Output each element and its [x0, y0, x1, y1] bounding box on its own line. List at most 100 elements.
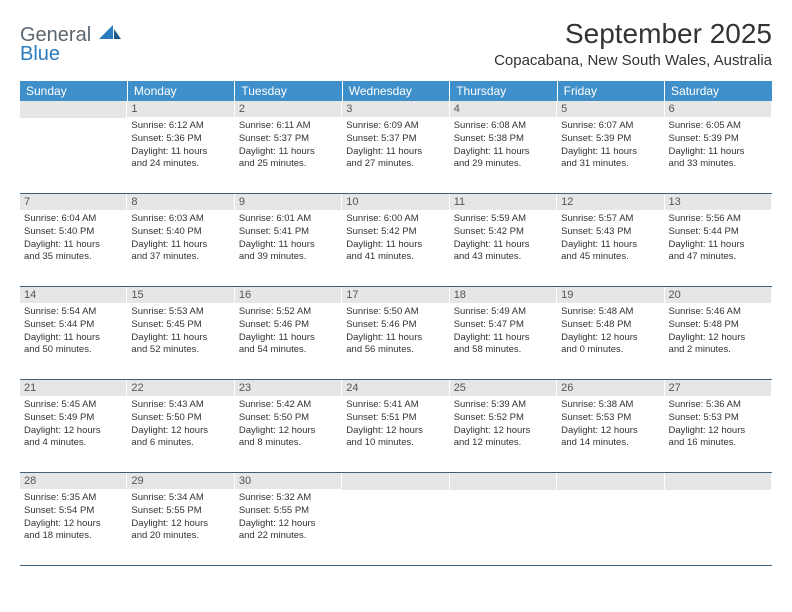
- sunset-line: Sunset: 5:53 PM: [561, 412, 660, 425]
- day-number: 14: [20, 287, 127, 303]
- day-details: Sunrise: 6:12 AMSunset: 5:36 PMDaylight:…: [127, 117, 234, 173]
- sunrise-line: Sunrise: 6:08 AM: [454, 120, 553, 133]
- sunrise-line: Sunrise: 5:45 AM: [24, 399, 123, 412]
- calendar-body: 1Sunrise: 6:12 AMSunset: 5:36 PMDaylight…: [20, 101, 772, 566]
- daylight-line: Daylight: 11 hours: [454, 146, 553, 159]
- daylight-line: and 56 minutes.: [346, 344, 445, 357]
- day-number: 16: [235, 287, 342, 303]
- daylight-line: Daylight: 11 hours: [131, 332, 230, 345]
- sunrise-line: Sunrise: 6:09 AM: [346, 120, 445, 133]
- sunset-line: Sunset: 5:48 PM: [561, 319, 660, 332]
- day-details: Sunrise: 6:03 AMSunset: 5:40 PMDaylight:…: [127, 210, 234, 266]
- location: Copacabana, New South Wales, Australia: [494, 52, 772, 69]
- day-number: 8: [127, 194, 234, 210]
- sunrise-line: Sunrise: 6:11 AM: [239, 120, 338, 133]
- sunrise-line: Sunrise: 5:34 AM: [131, 492, 230, 505]
- empty-day-number: [342, 473, 449, 490]
- sunrise-line: Sunrise: 5:32 AM: [239, 492, 338, 505]
- day-number: 2: [235, 101, 342, 117]
- weekday-header-row: Sunday Monday Tuesday Wednesday Thursday…: [20, 81, 772, 101]
- day-number: 12: [557, 194, 664, 210]
- calendar-row: 21Sunrise: 5:45 AMSunset: 5:49 PMDayligh…: [20, 380, 772, 473]
- sunrise-line: Sunrise: 5:53 AM: [131, 306, 230, 319]
- daylight-line: Daylight: 11 hours: [24, 332, 123, 345]
- sunrise-line: Sunrise: 5:43 AM: [131, 399, 230, 412]
- day-number: 3: [342, 101, 449, 117]
- day-number: 24: [342, 380, 449, 396]
- daylight-line: Daylight: 11 hours: [24, 239, 123, 252]
- daylight-line: and 16 minutes.: [669, 437, 768, 450]
- sunset-line: Sunset: 5:48 PM: [669, 319, 768, 332]
- sunset-line: Sunset: 5:49 PM: [24, 412, 123, 425]
- daylight-line: Daylight: 12 hours: [561, 425, 660, 438]
- day-cell: 3Sunrise: 6:09 AMSunset: 5:37 PMDaylight…: [342, 101, 449, 194]
- weekday-header: Thursday: [450, 81, 557, 101]
- calendar-row: 28Sunrise: 5:35 AMSunset: 5:54 PMDayligh…: [20, 473, 772, 566]
- day-cell: 17Sunrise: 5:50 AMSunset: 5:46 PMDayligh…: [342, 287, 449, 380]
- sunrise-line: Sunrise: 5:46 AM: [669, 306, 768, 319]
- daylight-line: and 24 minutes.: [131, 158, 230, 171]
- day-cell: 24Sunrise: 5:41 AMSunset: 5:51 PMDayligh…: [342, 380, 449, 473]
- daylight-line: Daylight: 12 hours: [131, 518, 230, 531]
- day-details: Sunrise: 5:39 AMSunset: 5:52 PMDaylight:…: [450, 396, 557, 452]
- day-number: 4: [450, 101, 557, 117]
- sunset-line: Sunset: 5:54 PM: [24, 505, 123, 518]
- calendar-table: Sunday Monday Tuesday Wednesday Thursday…: [20, 81, 772, 566]
- daylight-line: and 10 minutes.: [346, 437, 445, 450]
- sunset-line: Sunset: 5:36 PM: [131, 133, 230, 146]
- sunrise-line: Sunrise: 5:42 AM: [239, 399, 338, 412]
- daylight-line: and 14 minutes.: [561, 437, 660, 450]
- day-cell: 25Sunrise: 5:39 AMSunset: 5:52 PMDayligh…: [450, 380, 557, 473]
- day-cell: 4Sunrise: 6:08 AMSunset: 5:38 PMDaylight…: [450, 101, 557, 194]
- daylight-line: and 18 minutes.: [24, 530, 123, 543]
- day-number: 23: [235, 380, 342, 396]
- daylight-line: Daylight: 12 hours: [239, 425, 338, 438]
- daylight-line: Daylight: 11 hours: [454, 239, 553, 252]
- sunset-line: Sunset: 5:37 PM: [239, 133, 338, 146]
- sunset-line: Sunset: 5:39 PM: [669, 133, 768, 146]
- sunset-line: Sunset: 5:55 PM: [131, 505, 230, 518]
- day-details: Sunrise: 5:56 AMSunset: 5:44 PMDaylight:…: [665, 210, 772, 266]
- daylight-line: and 20 minutes.: [131, 530, 230, 543]
- sunset-line: Sunset: 5:47 PM: [454, 319, 553, 332]
- empty-day-number: [20, 101, 127, 118]
- day-details: Sunrise: 5:43 AMSunset: 5:50 PMDaylight:…: [127, 396, 234, 452]
- daylight-line: and 54 minutes.: [239, 344, 338, 357]
- daylight-line: Daylight: 11 hours: [346, 332, 445, 345]
- day-number: 7: [20, 194, 127, 210]
- day-details: Sunrise: 6:00 AMSunset: 5:42 PMDaylight:…: [342, 210, 449, 266]
- day-cell: [342, 473, 449, 566]
- day-details: Sunrise: 5:32 AMSunset: 5:55 PMDaylight:…: [235, 489, 342, 545]
- sunrise-line: Sunrise: 6:05 AM: [669, 120, 768, 133]
- day-details: Sunrise: 6:07 AMSunset: 5:39 PMDaylight:…: [557, 117, 664, 173]
- day-cell: 20Sunrise: 5:46 AMSunset: 5:48 PMDayligh…: [665, 287, 772, 380]
- daylight-line: and 22 minutes.: [239, 530, 338, 543]
- empty-day-number: [665, 473, 772, 490]
- sunset-line: Sunset: 5:44 PM: [24, 319, 123, 332]
- day-cell: 2 Sunrise: 6:11 AMSunset: 5:37 PMDaylight…: [235, 101, 342, 194]
- day-number: 15: [127, 287, 234, 303]
- day-details: Sunrise: 5:48 AMSunset: 5:48 PMDaylight:…: [557, 303, 664, 359]
- daylight-line: and 41 minutes.: [346, 251, 445, 264]
- day-number: 28: [20, 473, 127, 489]
- day-details: Sunrise: 5:49 AMSunset: 5:47 PMDaylight:…: [450, 303, 557, 359]
- daylight-line: and 2 minutes.: [669, 344, 768, 357]
- daylight-line: Daylight: 11 hours: [239, 332, 338, 345]
- day-number: 26: [557, 380, 664, 396]
- sunrise-line: Sunrise: 5:57 AM: [561, 213, 660, 226]
- daylight-line: Daylight: 11 hours: [131, 239, 230, 252]
- sunset-line: Sunset: 5:40 PM: [131, 226, 230, 239]
- day-cell: 14Sunrise: 5:54 AMSunset: 5:44 PMDayligh…: [20, 287, 127, 380]
- day-number: 27: [665, 380, 772, 396]
- daylight-line: and 47 minutes.: [669, 251, 768, 264]
- calendar-row: 7Sunrise: 6:04 AMSunset: 5:40 PMDaylight…: [20, 194, 772, 287]
- daylight-line: Daylight: 11 hours: [239, 146, 338, 159]
- daylight-line: and 43 minutes.: [454, 251, 553, 264]
- weekday-header: Wednesday: [342, 81, 449, 101]
- daylight-line: and 37 minutes.: [131, 251, 230, 264]
- day-details: Sunrise: 5:45 AMSunset: 5:49 PMDaylight:…: [20, 396, 127, 452]
- title-block: September 2025 Copacabana, New South Wal…: [494, 18, 772, 69]
- sunrise-line: Sunrise: 5:56 AM: [669, 213, 768, 226]
- sunrise-line: Sunrise: 6:04 AM: [24, 213, 123, 226]
- sunset-line: Sunset: 5:42 PM: [454, 226, 553, 239]
